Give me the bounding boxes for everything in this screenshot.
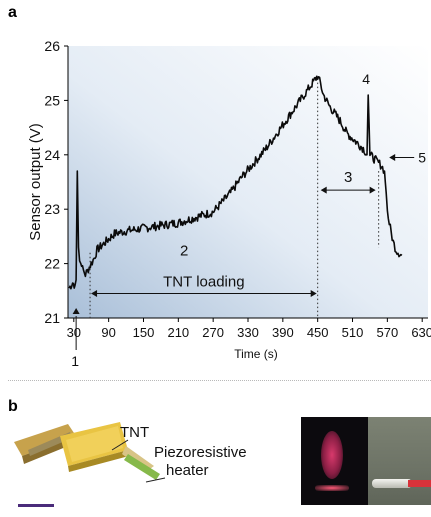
marker1-label: 1: [71, 353, 79, 369]
y-axis-title: Sensor output (V): [27, 123, 44, 241]
x-tick-label: 450: [307, 325, 329, 340]
y-tick-label: 22: [44, 256, 60, 272]
y-tick-label: 21: [44, 310, 60, 326]
glowing-heater-photo: [301, 417, 368, 505]
y-tick-label: 24: [44, 147, 60, 163]
heater-label-line1: Piezoresistive: [154, 444, 247, 461]
panel-a-label: a: [8, 4, 17, 21]
x-tick-label: 510: [342, 325, 364, 340]
x-tick-label: 30: [67, 325, 81, 340]
tnt-label: TNT: [120, 424, 150, 441]
marker5-label: 5: [418, 150, 426, 166]
x-tick-label: 90: [101, 325, 115, 340]
x-tick-label: 270: [202, 325, 224, 340]
x-tick-label: 570: [377, 325, 399, 340]
plot-background: [68, 46, 428, 318]
x-tick-label: 150: [133, 325, 155, 340]
x-tick-label: 330: [237, 325, 259, 340]
tnt-loading-arrowhead-right: [310, 290, 317, 298]
x-tick-label: 390: [272, 325, 294, 340]
y-tick-label: 23: [44, 201, 60, 217]
region3-arrowhead-right: [369, 186, 376, 194]
y-tick-label: 25: [44, 92, 60, 108]
marker1-arrowhead: [72, 308, 80, 314]
tnt-loading-label: TNT loading: [163, 274, 244, 291]
cantilever-photo: [368, 417, 431, 505]
marker5-arrowhead: [389, 154, 396, 162]
region3-label: 3: [344, 169, 352, 186]
tnt-loading-arrowhead-left: [91, 290, 98, 298]
panel-b-label: b: [8, 398, 18, 415]
x-tick-label: 630: [411, 325, 431, 340]
region3-arrowhead-left: [320, 186, 327, 194]
sensor-output-line: [68, 75, 403, 290]
marker4-label: 4: [362, 71, 370, 87]
region2-label: 2: [180, 242, 188, 259]
x-tick-label: 210: [167, 325, 189, 340]
x-axis-title: Time (s): [234, 347, 278, 361]
sensor-device-illustration: [14, 422, 160, 507]
panel-divider: [8, 380, 431, 381]
heater-label-line2: heater: [166, 462, 209, 479]
y-tick-label: 26: [44, 38, 60, 54]
scale-bar: [18, 504, 54, 507]
